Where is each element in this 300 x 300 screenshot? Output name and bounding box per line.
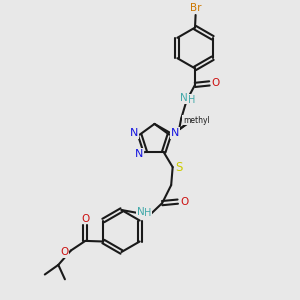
- Text: methyl: methyl: [183, 116, 210, 125]
- Text: N: N: [130, 128, 138, 138]
- Text: H: H: [188, 95, 196, 105]
- Text: O: O: [180, 196, 188, 207]
- Text: N: N: [135, 148, 143, 159]
- Text: Br: Br: [190, 3, 201, 13]
- Text: N: N: [171, 128, 179, 138]
- Text: S: S: [176, 160, 183, 174]
- Text: H: H: [144, 208, 152, 218]
- Text: O: O: [60, 247, 68, 257]
- Text: N: N: [180, 93, 188, 103]
- Text: O: O: [81, 214, 89, 224]
- Text: N: N: [137, 206, 144, 217]
- Text: O: O: [212, 78, 220, 88]
